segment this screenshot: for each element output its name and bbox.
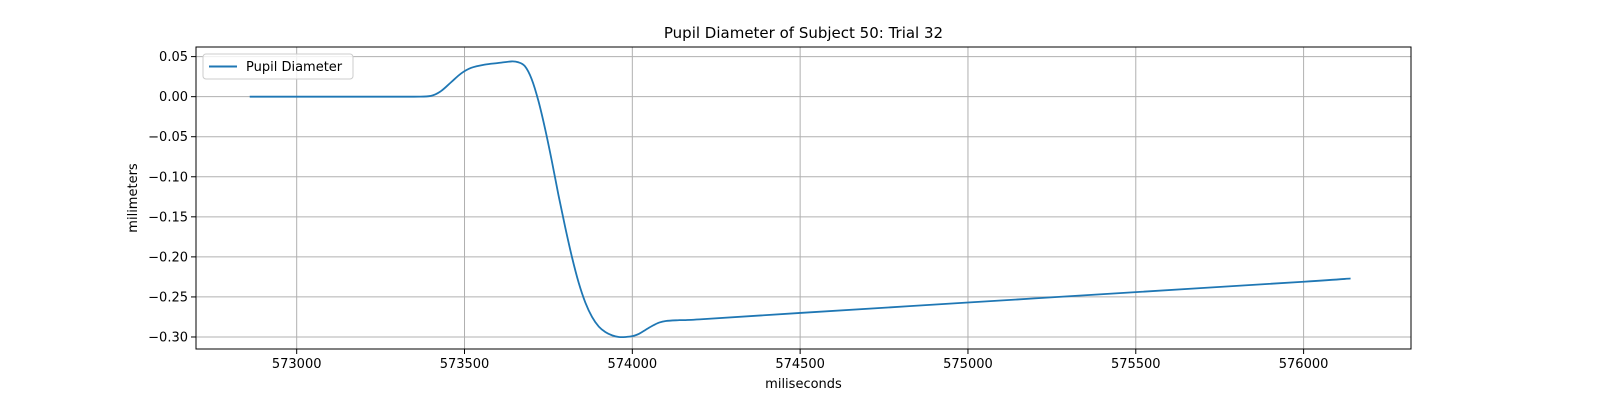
legend: Pupil Diameter xyxy=(203,54,353,79)
y-tick-label: −0.20 xyxy=(148,250,188,265)
x-tick-label: 575000 xyxy=(943,357,993,372)
y-tick-label: −0.25 xyxy=(148,290,188,305)
y-tick-label: −0.30 xyxy=(148,330,188,345)
x-axis-label: miliseconds xyxy=(765,377,842,392)
y-tick-label: −0.10 xyxy=(148,170,188,185)
y-tick-label: 0.00 xyxy=(159,90,188,105)
x-tick-label: 574500 xyxy=(775,357,825,372)
y-axis-label: milimeters xyxy=(126,163,141,233)
y-tick-label: 0.05 xyxy=(159,50,188,65)
x-tick-label: 576000 xyxy=(1279,357,1329,372)
axis-ticks: 573000 573500 574000 574500 575000 575500 5760… xyxy=(148,50,1328,372)
plot-frame xyxy=(196,47,1411,349)
x-tick-label: 573000 xyxy=(272,357,322,372)
y-tick-label: −0.05 xyxy=(148,130,188,145)
x-tick-label: 575500 xyxy=(1111,357,1161,372)
grid-lines xyxy=(196,47,1411,349)
chart-title: Pupil Diameter of Subject 50: Trial 32 xyxy=(664,24,943,42)
y-tick-label: −0.15 xyxy=(148,210,188,225)
legend-label: Pupil Diameter xyxy=(246,60,343,75)
x-tick-label: 573500 xyxy=(440,357,490,372)
x-tick-label: 574000 xyxy=(608,357,658,372)
